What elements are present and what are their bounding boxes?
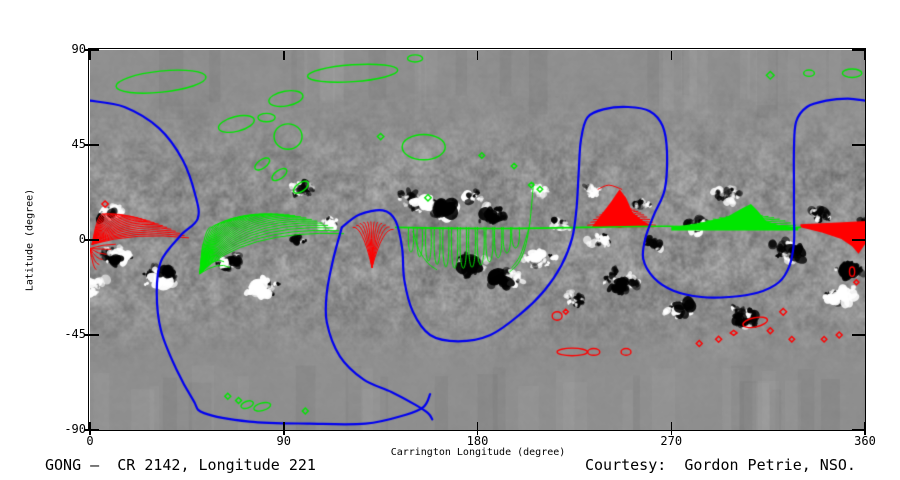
x-tick-label: 90 xyxy=(276,434,291,448)
x-tick-top xyxy=(89,50,91,60)
y-tick-right xyxy=(851,429,866,431)
x-tick-top xyxy=(476,50,479,60)
caption-courtesy: Courtesy: Gordon Petrie, NSO. xyxy=(585,456,856,474)
y-axis-label: Latitude (degree) xyxy=(24,188,36,292)
x-tick-bottom xyxy=(864,422,866,435)
x-tick-bottom xyxy=(89,422,91,435)
y-tick-label: 0 xyxy=(78,232,86,246)
x-tick-bottom xyxy=(670,422,672,435)
y-tick-left xyxy=(84,334,99,336)
y-tick-right xyxy=(851,49,866,51)
y-tick-label: 90 xyxy=(71,42,86,56)
y-tick-label: -90 xyxy=(64,422,86,436)
y-tick-label: -45 xyxy=(64,327,86,341)
y-tick-right xyxy=(851,239,866,241)
x-tick-label: 270 xyxy=(660,434,683,448)
x-tick-label: 180 xyxy=(466,434,489,448)
y-tick-left xyxy=(84,429,99,431)
x-tick-top xyxy=(670,50,672,60)
x-tick-label: 360 xyxy=(854,434,876,448)
caption-title: GONG — CR 2142, Longitude 221 xyxy=(45,456,316,474)
y-tick-left xyxy=(84,239,99,241)
x-tick-top xyxy=(864,50,866,60)
y-tick-right xyxy=(851,334,866,336)
y-tick-left xyxy=(84,144,99,146)
magnetogram-canvas xyxy=(90,50,865,430)
y-tick-left xyxy=(84,49,99,51)
x-tick-label: 0 xyxy=(86,434,94,448)
x-tick-top xyxy=(283,50,285,60)
x-tick-bottom xyxy=(476,422,479,435)
y-tick-right xyxy=(851,144,866,146)
x-axis-label: Carrington Longitude (degree) xyxy=(390,447,566,458)
y-tick-label: 45 xyxy=(71,137,86,151)
x-tick-bottom xyxy=(283,422,285,435)
